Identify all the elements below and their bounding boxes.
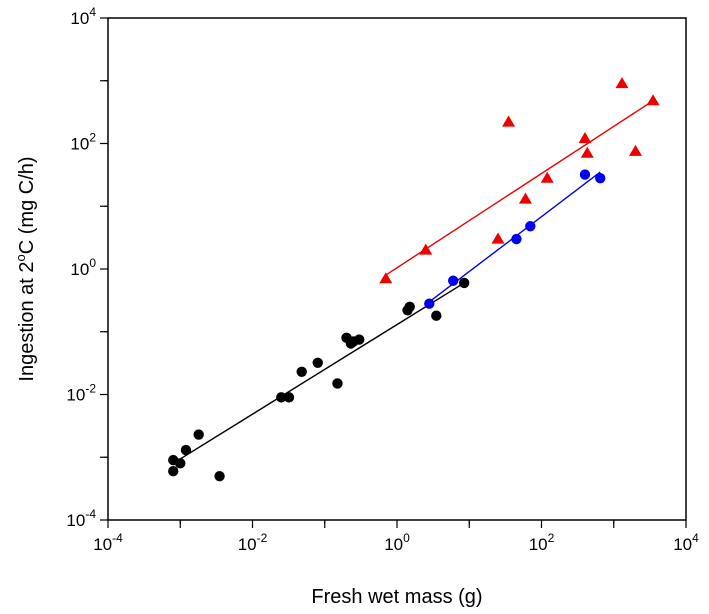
data-point-triangle [646,94,660,106]
x-tick-label: 10-2 [238,531,268,554]
data-point-triangle [518,192,532,204]
fit-line [172,282,465,464]
x-tick-label: 100 [384,531,410,554]
data-point-circle [193,429,204,440]
plot-frame [107,17,687,521]
data-point-circle [168,465,179,477]
data-point-circle [448,275,459,286]
y-tick-label: 100 [70,256,96,279]
data-point-triangle [379,272,393,284]
x-tick-label: 104 [673,531,699,554]
axis-ticks: 10-4 10-2 100 102 104 10-4 10-2 100 102 104 [66,5,699,554]
y-axis-title-post: C (mg C/h) [16,156,38,254]
data-point-triangle [419,243,433,255]
data-point-triangle [580,146,594,158]
data-point-circle [424,298,435,309]
data-point-circle [332,378,343,389]
data-point-circle [595,172,606,184]
fit-lines [172,100,654,464]
y-axis-title-sup: o [13,254,28,261]
data-point-circle [404,301,415,312]
data-point-circle [579,169,591,180]
data-point-circle [175,458,186,469]
data-point-circle [525,221,536,232]
data-point-triangle [540,171,554,183]
y-axis-title-pre: Ingestion at 2 [16,261,38,381]
data-point-triangle [615,77,629,89]
x-axis-title: Fresh wet mass (g) [311,586,482,608]
data-point-circle [431,310,442,321]
y-tick-label: 10-4 [66,507,96,530]
data-points [168,77,660,482]
y-axis-title: Ingestion at 2oC (mg C/h) [13,156,38,381]
data-point-circle [283,392,295,403]
fit-line [385,100,654,276]
data-point-triangle [491,232,505,244]
data-point-circle [511,233,522,245]
y-tick-label: 10-2 [66,382,96,405]
y-tick-label: 102 [70,131,96,154]
data-point-circle [276,392,287,403]
data-point-circle [180,444,192,456]
x-tick-label: 10-4 [93,531,123,554]
data-point-triangle [628,144,642,156]
data-point-triangle [578,132,592,144]
data-point-circle [458,277,470,289]
x-tick-label: 102 [529,531,555,554]
data-point-circle [312,357,323,369]
data-point-circle [296,366,307,378]
data-point-triangle [502,115,516,127]
data-point-circle [354,334,365,345]
y-tick-label: 104 [70,5,96,28]
data-point-circle [214,470,225,482]
